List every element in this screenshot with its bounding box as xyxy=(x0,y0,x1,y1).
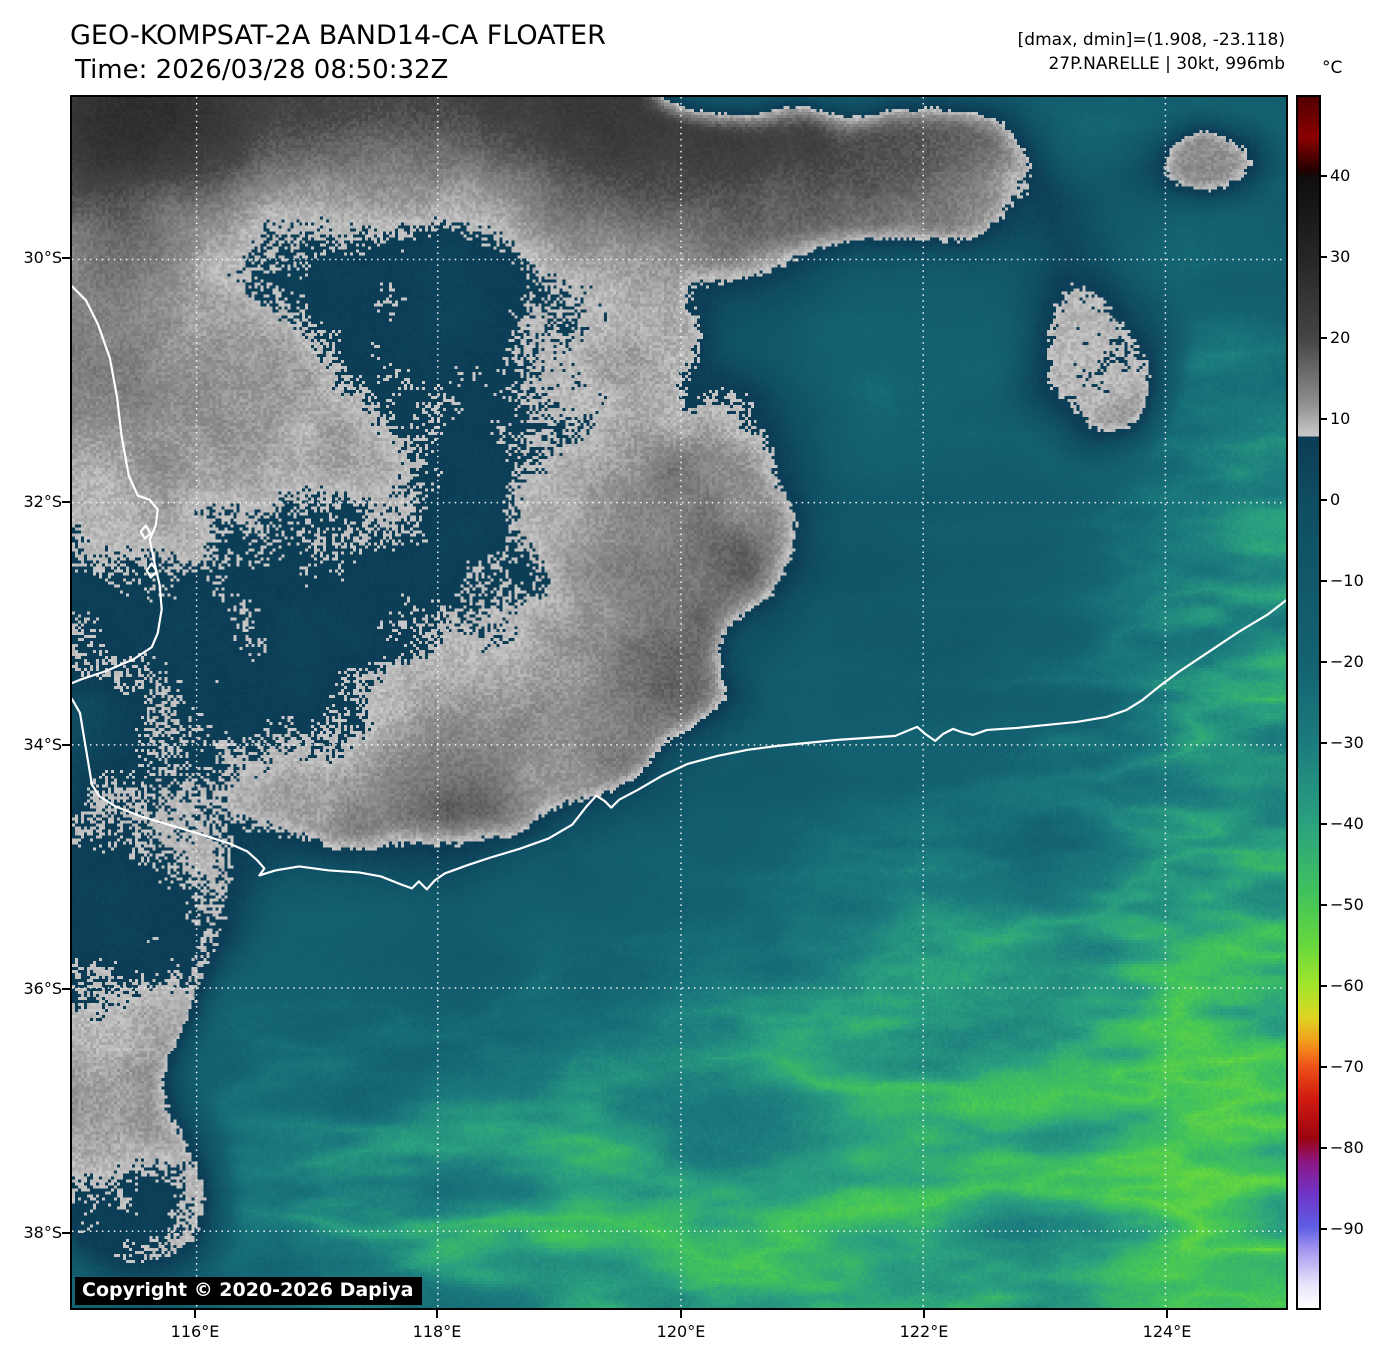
lat-tick-label: 38°S xyxy=(23,1223,62,1242)
colorbar-gradient xyxy=(1296,95,1321,1310)
lon-tick-mark xyxy=(436,1310,438,1318)
lon-tick-mark xyxy=(680,1310,682,1318)
lat-tick-label: 32°S xyxy=(23,492,62,511)
colorbar-tick-label: −70 xyxy=(1330,1057,1364,1076)
lat-tick-mark xyxy=(62,257,70,259)
lon-tick-label: 116°E xyxy=(170,1322,220,1341)
colorbar-tick-label: −60 xyxy=(1330,976,1364,995)
coastline xyxy=(72,285,163,685)
colorbar-tick-label: −80 xyxy=(1330,1138,1364,1157)
colorbar-tick-label: 0 xyxy=(1330,490,1341,509)
lon-tick-label: 124°E xyxy=(1142,1322,1192,1341)
colorbar-tick-mark xyxy=(1321,661,1327,663)
colorbar-tick-label: 20 xyxy=(1330,328,1351,347)
colorbar-tick-label: −10 xyxy=(1330,571,1364,590)
colorbar-tick-label: 40 xyxy=(1330,166,1351,185)
satellite-map: Copyright © 2020-2026 Dapiya xyxy=(70,95,1288,1310)
colorbar-tick-mark xyxy=(1321,1228,1327,1230)
colorbar-tick-mark xyxy=(1321,985,1327,987)
colorbar-tick-label: −20 xyxy=(1330,652,1364,671)
colorbar-tick-mark xyxy=(1321,337,1327,339)
colorbar-tick-mark xyxy=(1321,1147,1327,1149)
lat-tick-label: 34°S xyxy=(23,735,62,754)
coastline xyxy=(145,562,158,579)
lon-tick-label: 118°E xyxy=(412,1322,462,1341)
colorbar-tick-mark xyxy=(1321,256,1327,258)
colorbar-tick-mark xyxy=(1321,904,1327,906)
colorbar-tick-mark xyxy=(1321,823,1327,825)
timestamp: Time: 2026/03/28 08:50:32Z xyxy=(75,55,449,85)
lat-tick-mark xyxy=(62,501,70,503)
colorbar-tick-mark xyxy=(1321,175,1327,177)
lat-tick-mark xyxy=(62,988,70,990)
colorbar-tick-label: −50 xyxy=(1330,895,1364,914)
lat-tick-label: 30°S xyxy=(23,248,62,267)
dmax-dmin-annotation: [dmax, dmin]=(1.908, -23.118) xyxy=(1017,30,1285,50)
lat-tick-mark xyxy=(62,744,70,746)
colorbar-tick-mark xyxy=(1321,499,1327,501)
colorbar-tick-mark xyxy=(1321,418,1327,420)
colorbar-tick-mark xyxy=(1321,580,1327,582)
lat-tick-label: 36°S xyxy=(23,979,62,998)
lon-tick-label: 122°E xyxy=(899,1322,949,1341)
colorbar-tick-label: −90 xyxy=(1330,1219,1364,1238)
colorbar-tick-mark xyxy=(1321,742,1327,744)
coastline xyxy=(139,524,152,540)
lon-tick-mark xyxy=(194,1310,196,1318)
copyright-badge: Copyright © 2020-2026 Dapiya xyxy=(75,1277,423,1305)
storm-annotation: 27P.NARELLE | 30kt, 996mb xyxy=(1048,54,1285,74)
coastline xyxy=(72,599,1286,891)
lon-tick-label: 120°E xyxy=(656,1322,706,1341)
colorbar-tick-label: −30 xyxy=(1330,733,1364,752)
colorbar-tick-label: 10 xyxy=(1330,409,1351,428)
colorbar-tick-mark xyxy=(1321,1066,1327,1068)
lon-tick-mark xyxy=(923,1310,925,1318)
colorbar-tick-label: −40 xyxy=(1330,814,1364,833)
map-overlay xyxy=(72,97,1286,1308)
lat-tick-mark xyxy=(62,1232,70,1234)
colorbar-unit-label: °C xyxy=(1322,58,1343,78)
lon-tick-mark xyxy=(1166,1310,1168,1318)
colorbar-tick-label: 30 xyxy=(1330,247,1351,266)
satellite-imagery-canvas xyxy=(72,97,1286,1308)
page-title: GEO-KOMPSAT-2A BAND14-CA FLOATER xyxy=(70,20,606,51)
